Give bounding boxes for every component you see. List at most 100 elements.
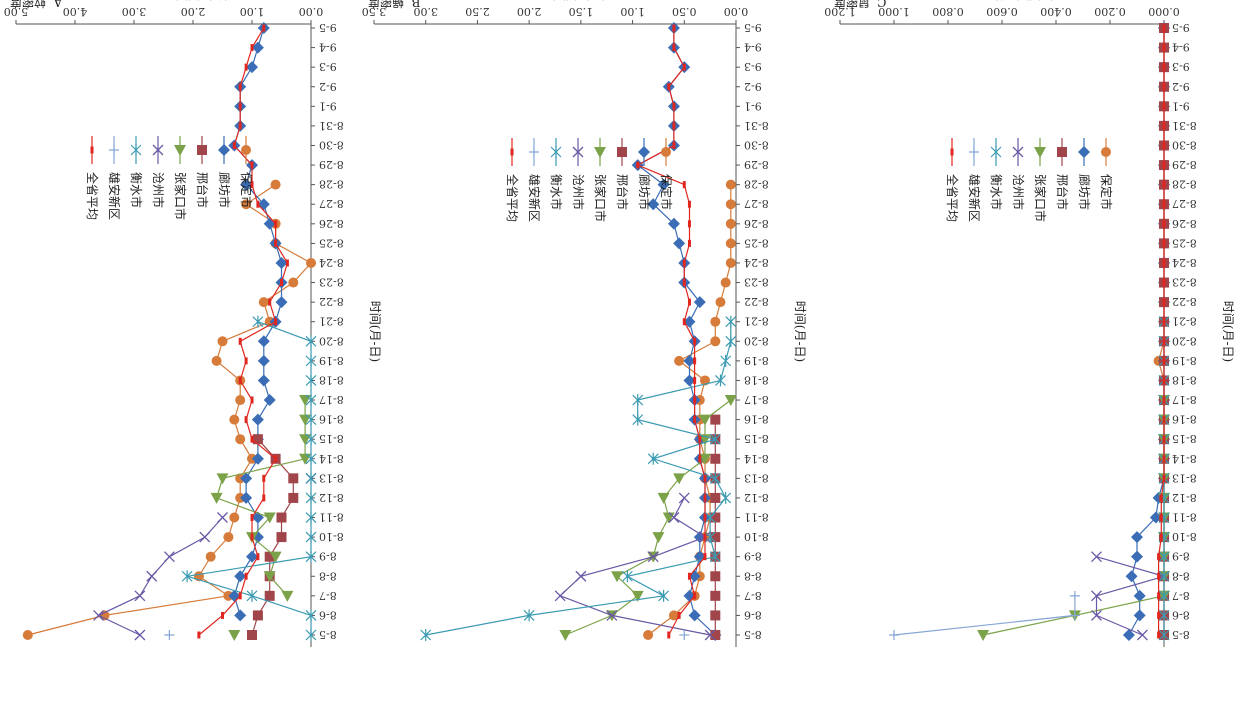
data-point <box>1162 200 1166 208</box>
data-point <box>251 452 264 465</box>
data-point <box>223 532 234 543</box>
chart-panel-c: 8-5 8-6 8-7 8-8 8-9 8-10 8-11 8-12 8-13 8-14 8-15 8… <box>824 0 1235 647</box>
data-point <box>1162 181 1166 189</box>
category-tick-label: 8-22 <box>744 295 769 308</box>
square-legend-icon <box>197 145 207 155</box>
category-tick-label: 8-23 <box>744 276 769 289</box>
data-point <box>643 630 654 640</box>
data-point <box>687 572 691 580</box>
data-point <box>1131 531 1143 544</box>
category-tick-label: 8-6 <box>319 608 337 621</box>
category-tick-label: 8-14 <box>319 452 344 465</box>
category-tick-label: 8-10 <box>319 530 344 543</box>
value-tick-label: 0.00 <box>299 5 324 18</box>
category-tick-label: 8-27 <box>744 197 769 210</box>
data-point <box>889 630 899 640</box>
data-point <box>1158 609 1170 622</box>
data-point <box>1162 161 1166 169</box>
data-point <box>275 256 288 269</box>
category-tick-label: 8-9 <box>744 550 762 563</box>
square-legend-icon <box>617 147 627 157</box>
series-line <box>982 400 1165 636</box>
data-point <box>305 433 317 446</box>
data-point <box>693 296 706 309</box>
legend-label: 沧州市 <box>571 174 586 210</box>
category-tick-label: 8-27 <box>319 197 344 210</box>
category-tick-label: 8-10 <box>744 530 769 543</box>
data-point <box>244 572 248 580</box>
value-tick-label: 3.00 <box>122 5 147 18</box>
data-point <box>667 217 680 230</box>
value-axis-title: 蝇密度指数[只/m²] <box>504 0 606 2</box>
data-point <box>252 434 263 445</box>
data-point <box>715 297 726 308</box>
data-point <box>672 102 676 110</box>
category-tick-label: 8-5 <box>744 628 762 641</box>
data-point <box>1162 220 1166 228</box>
category-tick-label: 8-21 <box>319 315 344 328</box>
data-point <box>270 179 281 190</box>
data-point <box>1158 550 1170 563</box>
category-tick-label: 9-4 <box>319 41 337 54</box>
series-张家口市 <box>977 395 1170 641</box>
data-point <box>258 297 269 308</box>
data-point <box>1162 83 1166 91</box>
value-tick-label: 0.600 <box>986 5 1018 18</box>
data-point <box>250 181 254 189</box>
dash-legend-icon <box>90 146 94 154</box>
data-point <box>1149 511 1162 524</box>
data-point <box>682 318 686 326</box>
dash-legend-icon <box>950 148 954 156</box>
category-tick-label: 8-11 <box>319 511 344 524</box>
x-legend-icon <box>572 146 584 158</box>
value-tick-label: 1.50 <box>569 5 594 18</box>
data-point <box>1162 435 1166 443</box>
data-point <box>672 122 676 130</box>
value-tick-label: 3.50 <box>362 5 387 18</box>
data-point <box>262 24 266 32</box>
category-tick-label: 8-17 <box>1172 393 1197 406</box>
legend-label: 雄安新区 <box>107 172 122 220</box>
legend-label: 廊坊市 <box>637 174 652 210</box>
data-point <box>134 590 146 602</box>
value-tick-label: 0.800 <box>932 5 964 18</box>
category-tick-label: 8-18 <box>319 373 344 386</box>
data-point <box>677 611 681 619</box>
data-point <box>274 220 278 228</box>
data-point <box>703 553 707 561</box>
category-tick-label: 8-20 <box>744 334 769 347</box>
data-point <box>274 455 278 463</box>
data-point <box>668 512 680 523</box>
category-tick-label: 8-24 <box>744 256 769 269</box>
x-legend-icon <box>152 144 164 156</box>
data-point <box>299 434 312 446</box>
value-tick-label: 2.00 <box>517 5 542 18</box>
data-point <box>575 570 587 582</box>
value-tick-label: 2.50 <box>465 5 490 18</box>
data-point <box>250 396 254 404</box>
data-point <box>305 629 317 641</box>
category-tick-label: 8-11 <box>744 511 769 524</box>
category-tick-label: 8-12 <box>744 491 769 504</box>
category-tick-label: 8-6 <box>1172 608 1190 621</box>
legend-label: 全省平均 <box>85 172 100 220</box>
category-tick-label: 8-15 <box>319 432 344 445</box>
value-tick-label: 0.50 <box>672 5 697 18</box>
data-point <box>257 374 270 387</box>
data-point <box>244 416 248 424</box>
category-tick-label: 8-19 <box>744 354 769 367</box>
category-tick-label: 9-5 <box>744 21 762 34</box>
legend-label: 全省平均 <box>505 174 520 222</box>
data-point <box>252 315 264 328</box>
data-point <box>250 435 254 443</box>
data-point <box>1162 102 1166 110</box>
data-point <box>181 570 193 583</box>
series-line <box>198 27 289 636</box>
plus-legend-icon <box>969 147 979 157</box>
legend-label: 雄安新区 <box>527 174 542 222</box>
series-line <box>27 184 312 636</box>
data-point <box>687 239 691 247</box>
data-point <box>250 533 254 541</box>
category-tick-label: 9-3 <box>744 60 762 73</box>
data-point <box>709 550 721 563</box>
